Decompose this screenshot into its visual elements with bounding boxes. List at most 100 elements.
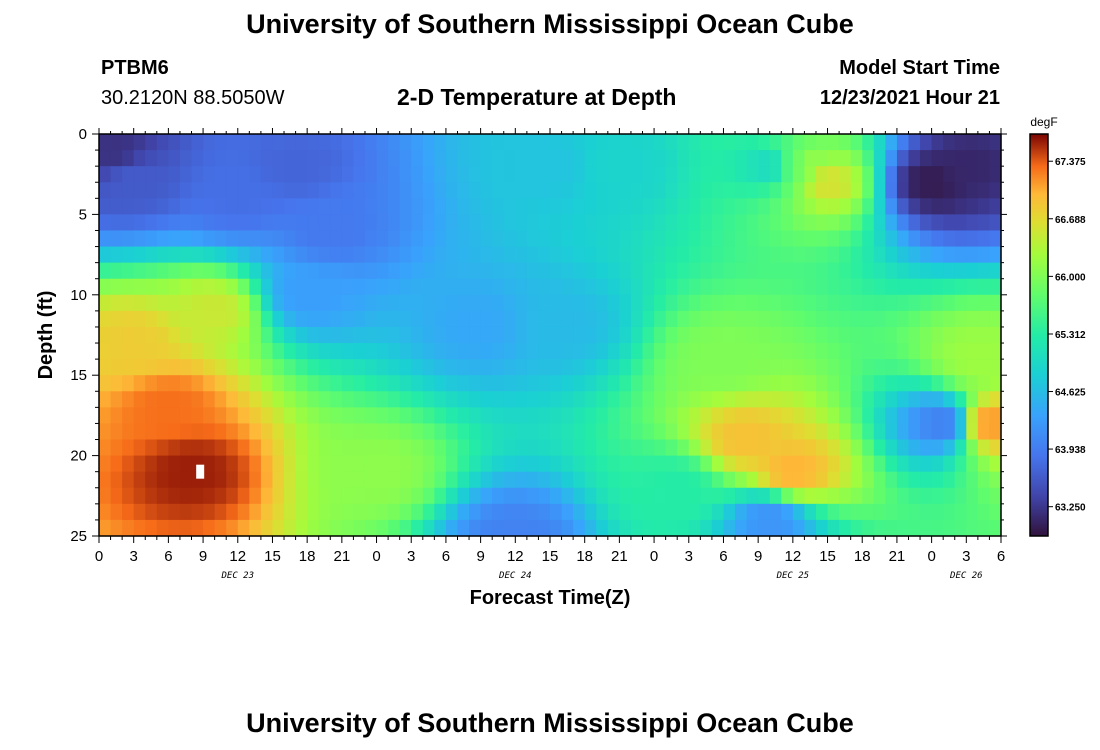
heatmap-cell <box>284 246 297 264</box>
heatmap-cell <box>353 198 366 215</box>
heatmap-cell <box>364 262 378 280</box>
heatmap-cell <box>885 519 898 537</box>
heatmap-cell <box>99 166 112 183</box>
model-start-value: 12/23/2021 Hour 21 <box>819 87 1000 109</box>
heatmap-cell <box>191 150 204 167</box>
heatmap-cell <box>735 214 748 232</box>
heatmap-cell <box>630 503 644 521</box>
heatmap-cell <box>133 407 146 425</box>
heatmap-cell <box>364 375 378 392</box>
heatmap-cell <box>133 278 146 296</box>
heatmap-cell <box>839 487 852 505</box>
heatmap-cell <box>179 503 193 521</box>
heatmap-cell <box>272 294 285 312</box>
heatmap-cell <box>330 166 343 183</box>
heatmap-cell <box>469 503 482 521</box>
heatmap-cell <box>815 198 829 215</box>
heatmap-cell <box>781 182 794 199</box>
heatmap-cell <box>908 230 921 248</box>
heatmap-cell <box>99 439 112 457</box>
heatmap-cell <box>758 246 771 264</box>
heatmap-cell <box>561 439 574 457</box>
heatmap-cell <box>677 134 690 151</box>
heatmap-cell <box>434 439 447 457</box>
heatmap-cell <box>781 246 794 264</box>
heatmap-cell <box>827 391 840 408</box>
heatmap-cell <box>318 262 331 280</box>
heatmap-cell <box>399 166 412 183</box>
heatmap-cell <box>966 214 979 232</box>
heatmap-cell <box>584 182 597 199</box>
heatmap-cell <box>665 214 678 232</box>
heatmap-cell <box>607 262 620 280</box>
heatmap-cell <box>723 503 736 521</box>
heatmap-cell <box>630 471 644 489</box>
heatmap-cell <box>654 439 667 457</box>
x-tick-label: 3 <box>407 548 415 565</box>
heatmap-cell <box>723 166 736 183</box>
heatmap-cell <box>457 150 470 167</box>
heatmap-cell <box>249 471 262 489</box>
heatmap-cell <box>203 391 216 408</box>
heatmap-cell <box>954 503 967 521</box>
heatmap-cell <box>873 214 886 232</box>
heatmap-cell <box>492 503 505 521</box>
heatmap-cell <box>203 166 216 183</box>
heatmap-cell <box>492 134 505 151</box>
heatmap-cell <box>376 423 389 441</box>
heatmap-cell <box>469 519 482 537</box>
colorbar-tick-label: 66.688 <box>1055 215 1086 226</box>
heatmap-cell <box>908 471 921 489</box>
heatmap-cell <box>989 278 1002 296</box>
heatmap-cell <box>133 487 146 505</box>
heatmap-cell <box>723 198 736 215</box>
heatmap-cell <box>873 487 886 505</box>
heatmap-cell <box>237 455 250 473</box>
heatmap-cell <box>746 439 759 457</box>
heatmap-cell <box>584 503 597 521</box>
heatmap-cell <box>341 343 355 360</box>
heatmap-cell <box>480 471 493 489</box>
heatmap-cell <box>630 310 644 328</box>
heatmap-cell <box>318 487 331 505</box>
heatmap-cell <box>422 391 435 408</box>
heatmap-cell <box>862 278 875 296</box>
heatmap-cell <box>977 310 991 328</box>
heatmap-cell <box>179 455 193 473</box>
heatmap-cell <box>815 407 829 425</box>
heatmap-cell <box>411 278 424 296</box>
heatmap-cell <box>804 487 817 505</box>
heatmap-cell <box>353 326 366 344</box>
chart-subtitle: 2-D Temperature at Depth <box>397 84 677 110</box>
heatmap-cell <box>584 278 597 296</box>
heatmap-cell <box>943 166 956 183</box>
heatmap-cell <box>422 343 435 360</box>
heatmap-cell <box>630 262 644 280</box>
heatmap-cell <box>654 278 667 296</box>
heatmap-cell <box>630 519 644 537</box>
heatmap-cell <box>954 310 967 328</box>
heatmap-cell <box>792 439 806 457</box>
heatmap-cell <box>457 375 470 392</box>
heatmap-cell <box>630 294 644 312</box>
heatmap-cell <box>110 246 123 264</box>
heatmap-cell <box>503 455 516 473</box>
heatmap-cell <box>850 262 863 280</box>
heatmap-cell <box>943 134 956 151</box>
heatmap-cell <box>376 519 389 537</box>
heatmap-cell <box>492 407 505 425</box>
heatmap-cell <box>688 150 701 167</box>
heatmap-cell <box>110 230 123 248</box>
heatmap-cell <box>422 294 435 312</box>
heatmap-cell <box>168 182 181 199</box>
heatmap-cell <box>804 262 817 280</box>
heatmap-cell <box>353 407 366 425</box>
heatmap-cell <box>688 198 701 215</box>
heatmap-cell <box>966 503 979 521</box>
heatmap-cell <box>815 246 829 264</box>
heatmap-cell <box>584 391 597 408</box>
heatmap-cell <box>526 278 540 296</box>
heatmap-cell <box>977 294 991 312</box>
heatmap-cell <box>260 343 274 360</box>
heatmap-cell <box>896 326 910 344</box>
